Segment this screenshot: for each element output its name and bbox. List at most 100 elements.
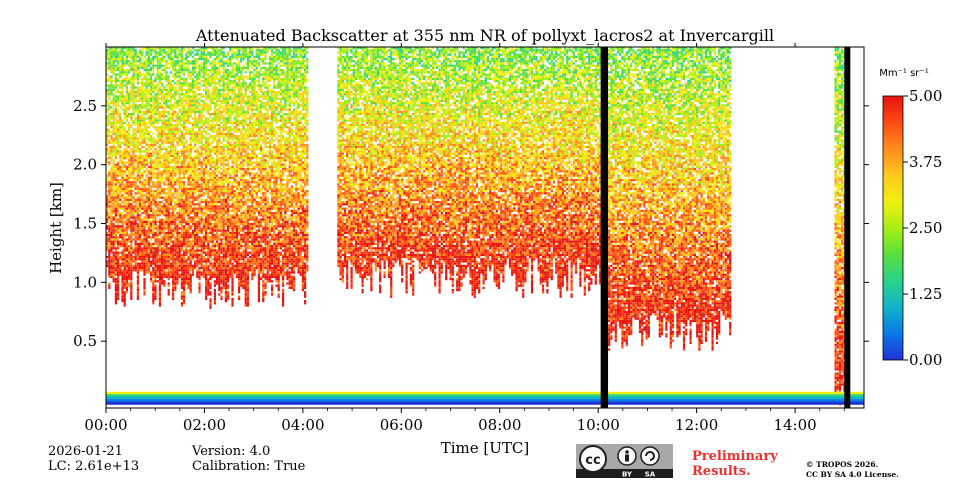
heatmap-cell (135, 221, 137, 223)
heatmap-cell (128, 201, 130, 203)
heatmap-cell (128, 56, 130, 58)
heatmap-cell (126, 247, 128, 249)
heatmap-cell (108, 230, 110, 232)
heatmap-cell (132, 73, 134, 75)
heatmap-cell (115, 139, 117, 141)
heatmap-cell (132, 247, 134, 249)
heatmap-cell (124, 258, 126, 260)
heatmap-cell (135, 91, 137, 93)
heatmap-cell (135, 201, 137, 203)
heatmap-cell (132, 210, 134, 212)
heatmap-cell (135, 199, 137, 201)
heatmap-cell (130, 265, 132, 267)
heatmap-cell (117, 260, 119, 262)
heatmap-cell (108, 67, 110, 69)
heatmap-cell (128, 254, 130, 256)
heatmap-cell (119, 271, 121, 273)
heatmap-cell (128, 221, 130, 223)
heatmap-cell (108, 106, 110, 108)
heatmap-cell (135, 249, 137, 251)
heatmap-cell (108, 117, 110, 119)
heatmap-cell (110, 124, 112, 126)
heatmap-cell (128, 93, 130, 95)
chart-title: Attenuated Backscatter at 355 nm NR of p… (195, 26, 774, 45)
heatmap-cell (121, 181, 123, 183)
heatmap-cell (108, 234, 110, 236)
heatmap-cell (128, 274, 130, 276)
heatmap-cell (121, 73, 123, 75)
heatmap-cell (115, 183, 117, 185)
heatmap-cell (130, 190, 132, 192)
heatmap-cell (115, 285, 117, 287)
heatmap-cell (110, 238, 112, 240)
heatmap-cell (135, 256, 137, 258)
heatmap-cell (128, 128, 130, 130)
heatmap-cell (108, 170, 110, 172)
heatmap-cell (113, 109, 115, 111)
heatmap-cell (128, 137, 130, 139)
heatmap-cell (126, 276, 128, 278)
heatmap-cell (135, 98, 137, 100)
heatmap-cell (117, 144, 119, 146)
heatmap-cell (121, 232, 123, 234)
heatmap-cell (126, 194, 128, 196)
heatmap-cell (130, 269, 132, 271)
heatmap-cell (117, 150, 119, 152)
heatmap-cell (110, 122, 112, 124)
heatmap-cell (119, 183, 121, 185)
heatmap-cell (130, 87, 132, 89)
heatmap-cell (124, 106, 126, 108)
heatmap-cell (108, 254, 110, 256)
heatmap-cell (124, 285, 126, 287)
heatmap-cell (113, 230, 115, 232)
heatmap-cell (110, 131, 112, 133)
heatmap-cell (115, 65, 117, 67)
heatmap-cell (117, 212, 119, 214)
heatmap-cell (135, 65, 137, 67)
heatmap-cell (110, 219, 112, 221)
heatmap-cell (108, 188, 110, 190)
heatmap-cell (108, 60, 110, 62)
heatmap-cell (113, 67, 115, 69)
heatmap-cell (110, 51, 112, 53)
heatmap-cell (128, 98, 130, 100)
heatmap-cell (130, 54, 132, 56)
heatmap-cell (113, 65, 115, 67)
heatmap-cell (121, 278, 123, 280)
heatmap-cell (113, 234, 115, 236)
heatmap-cell (119, 71, 121, 73)
heatmap-cell (135, 104, 137, 106)
heatmap-cell (121, 265, 123, 267)
heatmap-cell (121, 212, 123, 214)
heatmap-cell (110, 84, 112, 86)
heatmap-cell (132, 199, 134, 201)
heatmap-cell (110, 243, 112, 245)
heatmap-cell (135, 232, 137, 234)
heatmap-cell (124, 302, 126, 304)
heatmap-cell (115, 128, 117, 130)
heatmap-cell (119, 135, 121, 137)
heatmap-cell (119, 197, 121, 199)
heatmap-cell (110, 150, 112, 152)
heatmap-cell (115, 148, 117, 150)
heatmap-cell (128, 227, 130, 229)
heatmap-cell (117, 109, 119, 111)
heatmap-cell (121, 208, 123, 210)
heatmap-cell (115, 120, 117, 122)
heatmap-cell (115, 54, 117, 56)
heatmap-cell (113, 236, 115, 238)
heatmap-cell (135, 241, 137, 243)
heatmap-cell (113, 80, 115, 82)
heatmap-cell (117, 263, 119, 265)
heatmap-cell (124, 104, 126, 106)
heatmap-cell (126, 181, 128, 183)
heatmap-cell (124, 252, 126, 254)
heatmap-cell (119, 56, 121, 58)
heatmap-cell (113, 161, 115, 163)
heatmap-cell (126, 269, 128, 271)
heatmap-cell (108, 78, 110, 80)
heatmap-cell (113, 216, 115, 218)
heatmap-cell (108, 241, 110, 243)
heatmap-cell (132, 249, 134, 251)
heatmap-cell (117, 181, 119, 183)
